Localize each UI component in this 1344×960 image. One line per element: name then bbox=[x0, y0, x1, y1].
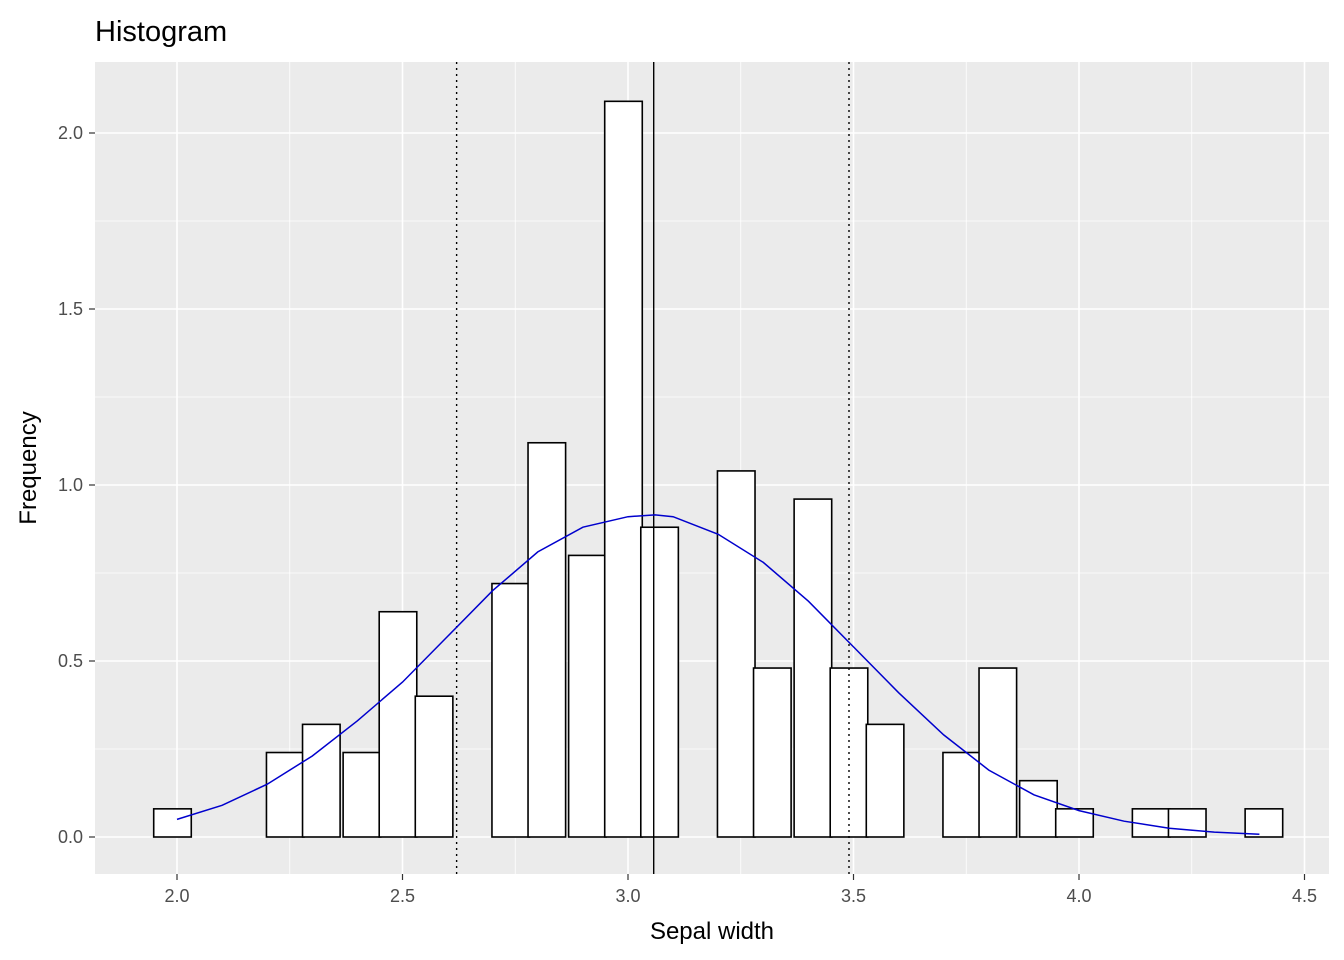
density-curve bbox=[176, 514, 1260, 835]
y-tick-label: 0.5 bbox=[58, 651, 83, 671]
x-tick-label: 3.5 bbox=[841, 886, 866, 906]
histogram-bar bbox=[865, 723, 905, 838]
histogram-bar bbox=[265, 751, 305, 838]
y-tick-label: 1.0 bbox=[58, 475, 83, 495]
y-axis-title: Frequency bbox=[15, 411, 42, 524]
histogram-bar bbox=[978, 667, 1018, 838]
histogram-bar bbox=[603, 100, 644, 838]
histogram-bar bbox=[793, 498, 833, 838]
histogram-bar bbox=[414, 695, 454, 838]
y-tick-label: 2.0 bbox=[58, 123, 83, 143]
plot-panel bbox=[95, 62, 1329, 874]
histogram-bar bbox=[527, 441, 567, 838]
x-tick-label: 4.5 bbox=[1292, 886, 1317, 906]
histogram-bar bbox=[301, 723, 341, 838]
x-axis-title: Sepal width bbox=[650, 918, 774, 945]
x-tick-label: 3.0 bbox=[615, 886, 640, 906]
histogram-bar bbox=[942, 751, 982, 838]
x-tick-label: 4.0 bbox=[1066, 886, 1091, 906]
y-tick-label: 0.0 bbox=[58, 827, 83, 847]
chart-title: Histogram bbox=[95, 16, 227, 48]
histogram-bar bbox=[1167, 808, 1207, 838]
reference-lines bbox=[455, 62, 850, 874]
histogram-bar bbox=[1054, 808, 1095, 838]
x-tick-label: 2.0 bbox=[164, 886, 189, 906]
histogram-bar bbox=[1018, 779, 1058, 838]
x-tick-label: 2.5 bbox=[390, 886, 415, 906]
y-axis-ticks: 0.0 0.5 1.0 1.5 2.0 bbox=[58, 123, 95, 847]
histogram-bar bbox=[639, 526, 680, 838]
x-axis-ticks: 2.0 2.5 3.0 3.5 4.0 4.5 bbox=[164, 874, 1317, 906]
histogram-bar bbox=[1244, 808, 1284, 838]
histogram-bar bbox=[716, 470, 756, 838]
histogram-bars bbox=[152, 100, 1284, 838]
minor-gridlines bbox=[95, 62, 1329, 874]
histogram-bar bbox=[152, 808, 193, 838]
y-tick-label: 1.5 bbox=[58, 299, 83, 319]
histogram-bar bbox=[567, 554, 607, 838]
histogram-bar bbox=[752, 667, 792, 838]
histogram-bar bbox=[342, 751, 382, 838]
histogram-bar bbox=[491, 582, 531, 838]
histogram-bar bbox=[378, 610, 418, 838]
